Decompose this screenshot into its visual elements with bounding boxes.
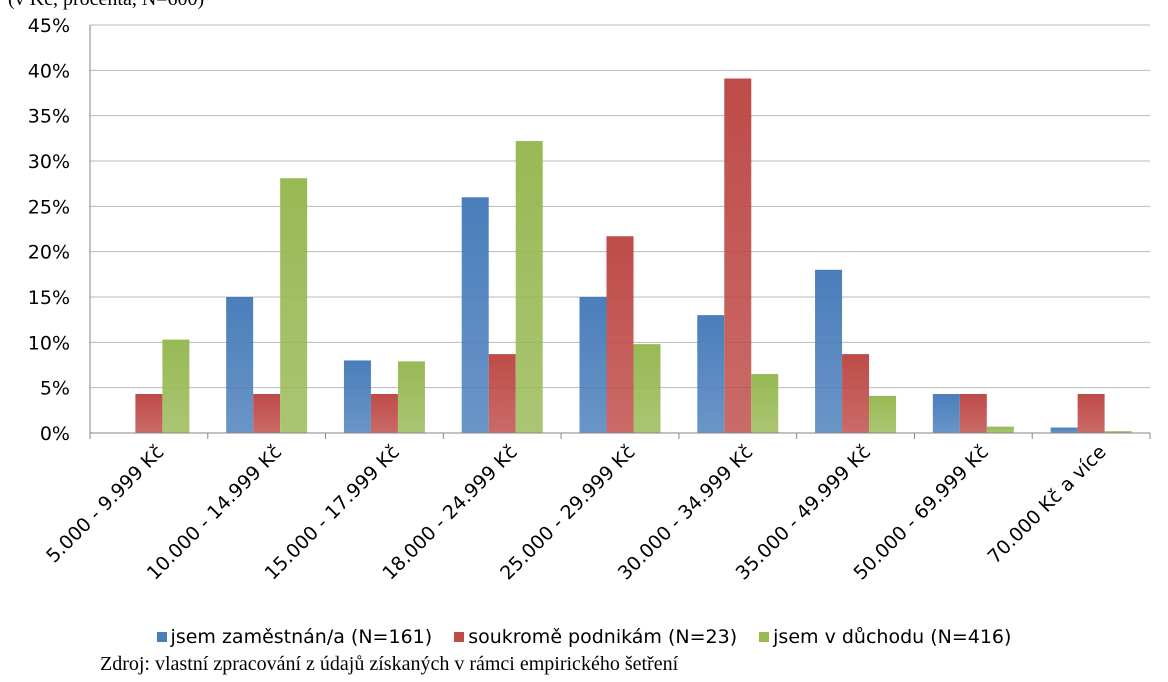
- legend-label: jsem zaměstnán/a (N=161): [170, 626, 433, 648]
- legend-swatch: [156, 632, 167, 642]
- bar: [370, 394, 398, 433]
- bar: [869, 395, 897, 433]
- y-tick-label: 25%: [28, 196, 70, 218]
- x-category-label: 15.000 - 17.999 Kč: [261, 441, 404, 584]
- bar: [986, 426, 1014, 433]
- bar: [579, 297, 607, 433]
- bar: [162, 339, 190, 433]
- bar: [724, 78, 752, 433]
- cut-header-text: (v Kč, procenta, N=600): [8, 0, 204, 11]
- y-tick-label: 30%: [28, 151, 70, 173]
- bar: [1104, 431, 1132, 433]
- x-category-label: 35.000 - 49.999 Kč: [732, 441, 875, 584]
- bar: [226, 297, 254, 433]
- bar: [280, 178, 308, 433]
- x-category-label: 30.000 - 34.999 Kč: [614, 441, 757, 584]
- bar: [842, 354, 870, 433]
- y-tick-label: 45%: [28, 15, 70, 37]
- bar: [397, 361, 425, 433]
- x-category-label: 10.000 - 14.999 Kč: [143, 441, 286, 584]
- bar: [1050, 427, 1078, 433]
- bars: [135, 78, 1132, 433]
- bar: [697, 315, 725, 433]
- legend-label: jsem v důchodu (N=416): [773, 626, 1012, 648]
- legend: jsem zaměstnán/a (N=161) soukromě podnik…: [0, 626, 1168, 648]
- y-tick-label: 35%: [28, 106, 70, 128]
- bar: [606, 236, 634, 433]
- legend-swatch: [759, 632, 770, 642]
- gridlines: [89, 24, 1150, 433]
- x-category-label: 50.000 - 69.999 Kč: [849, 441, 992, 584]
- x-category-label: 70.000 Kč a více: [984, 441, 1111, 568]
- bar: [461, 197, 489, 433]
- legend-item-employed: jsem zaměstnán/a (N=161): [156, 626, 433, 648]
- x-category-label: 5.000 - 9.999 Kč: [42, 441, 168, 567]
- bar: [515, 141, 543, 433]
- bar: [633, 344, 661, 433]
- y-tick-label: 15%: [28, 287, 70, 309]
- bar: [815, 269, 843, 433]
- y-tick-label: 40%: [28, 60, 70, 82]
- y-axis-ticks: 0% 5% 10% 15% 20% 25% 30% 35% 40% 45%: [28, 15, 70, 445]
- bar-chart: 0% 5% 10% 15% 20% 25% 30% 35% 40% 45% 5.000 - 9.9…: [28, 15, 1151, 584]
- bar: [253, 394, 281, 433]
- y-tick-label: 5%: [40, 378, 70, 400]
- y-tick-label: 20%: [28, 242, 70, 264]
- bar: [751, 374, 779, 433]
- x-category-label: 25.000 - 29.999 Kč: [496, 441, 639, 584]
- bar: [959, 394, 987, 433]
- bar: [1077, 394, 1105, 433]
- y-tick-label: 0%: [40, 423, 70, 445]
- legend-item-entrepreneur: soukromě podnikám (N=23): [454, 626, 737, 648]
- bar: [932, 394, 960, 433]
- bar: [343, 360, 371, 433]
- x-axis: [89, 432, 1151, 439]
- legend-label: soukromě podnikám (N=23): [468, 626, 738, 648]
- x-category-label: 18.000 - 24.999 Kč: [378, 441, 521, 584]
- source-note: Zdroj: vlastní zpracování z údajů získan…: [100, 653, 679, 675]
- y-tick-label: 10%: [28, 332, 70, 354]
- bar: [135, 394, 163, 433]
- legend-swatch: [454, 632, 465, 642]
- bar: [488, 354, 516, 433]
- legend-item-retired: jsem v důchodu (N=416): [759, 626, 1011, 648]
